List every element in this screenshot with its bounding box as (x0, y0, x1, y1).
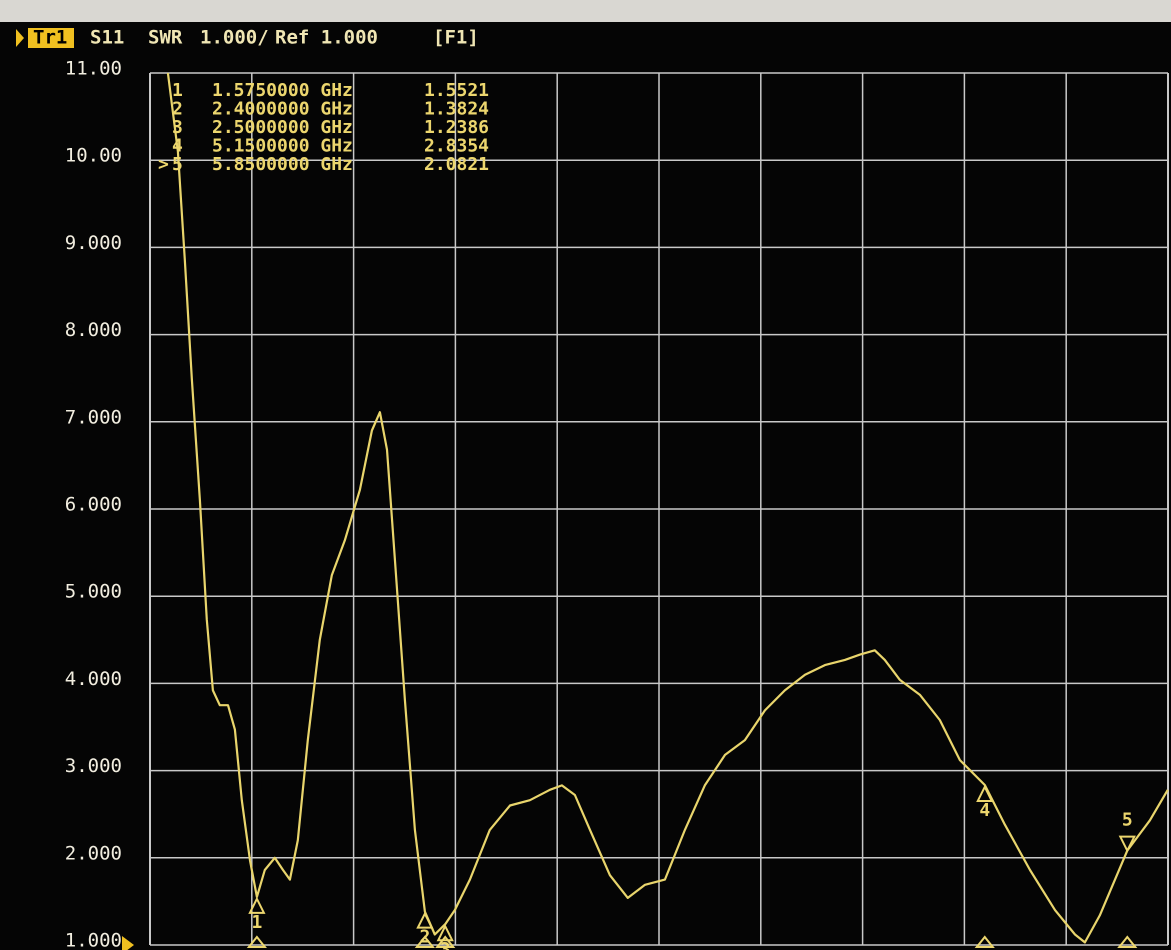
channel: [F1] (433, 27, 479, 49)
y-tick-label: 7.000 (65, 406, 122, 428)
marker-table-label: 4 (172, 136, 183, 157)
marker-table-frequency: 5.8500000 GHz (212, 154, 353, 175)
trace-badge (28, 28, 74, 48)
y-tick-label: 6.000 (65, 494, 122, 516)
marker-label: 5 (1122, 810, 1133, 831)
active-trace-arrow (16, 29, 24, 47)
marker-table-frequency: 5.1500000 GHz (212, 136, 353, 157)
marker (248, 896, 266, 914)
y-tick-label: 10.00 (65, 145, 122, 167)
marker-table-label: 5 (172, 154, 183, 175)
bezel (0, 0, 1171, 22)
trace-line (166, 72, 1169, 944)
y-tick-label: 5.000 (65, 581, 122, 603)
y-tick-label: 11.00 (65, 58, 122, 80)
marker-table-value: 2.0821 (424, 154, 489, 175)
active-marker-indicator: > (158, 154, 169, 175)
marker-label: 1 (251, 912, 262, 933)
marker-table-frequency: 2.5000000 GHz (212, 117, 353, 138)
marker-table-value: 2.8354 (424, 136, 489, 157)
marker-axis-tick (246, 935, 267, 948)
y-tick-label: 1.000 (65, 930, 122, 950)
marker-table-label: 1 (172, 80, 183, 101)
marker-table-value: 1.5521 (424, 80, 489, 101)
y-tick-label: 9.000 (65, 232, 122, 254)
marker-axis-tick (435, 935, 456, 948)
format: SWR (148, 27, 183, 49)
marker-table-value: 1.2386 (424, 117, 489, 138)
marker-label: 4 (979, 800, 990, 821)
y-tick-label: 2.000 (65, 842, 122, 864)
marker-table-label: 2 (172, 99, 183, 120)
marker-table-frequency: 1.5750000 GHz (212, 80, 353, 101)
marker (1118, 835, 1136, 853)
reference: Ref 1.000 (275, 27, 378, 49)
scale: 1.000/ (200, 27, 269, 49)
marker-table-label: 3 (172, 117, 183, 138)
marker (976, 784, 994, 802)
marker-axis-tick (1117, 935, 1138, 948)
marker (416, 911, 434, 929)
marker-label: 3 (440, 939, 451, 950)
parameter: S11 (90, 27, 124, 49)
y-tick-label: 4.000 (65, 668, 122, 690)
trace-name: Tr1 (33, 27, 67, 49)
marker-table-frequency: 2.4000000 GHz (212, 99, 353, 120)
reference-arrow (122, 936, 134, 950)
y-tick-label: 3.000 (65, 755, 122, 777)
marker-axis-tick (414, 935, 435, 948)
marker-table-value: 1.3824 (424, 99, 489, 120)
marker-axis-tick (974, 935, 995, 948)
y-tick-label: 8.000 (65, 319, 122, 341)
marker (436, 923, 454, 942)
